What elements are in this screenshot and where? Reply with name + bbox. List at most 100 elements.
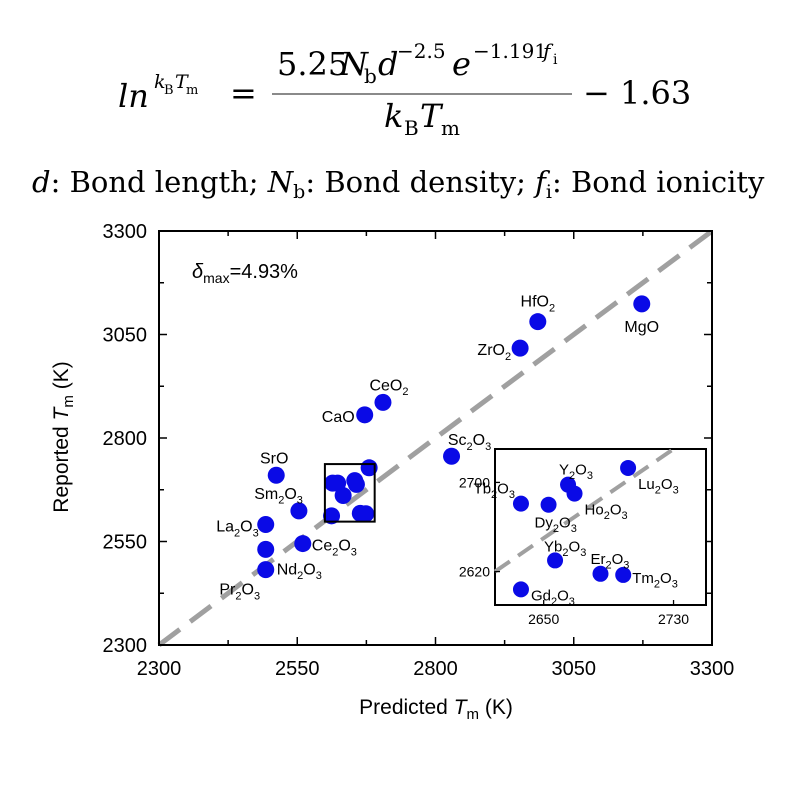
formula-den-k: k (384, 97, 403, 135)
formula-area: ln k B T m = 5.25 N b d −2.5 e −1.191 f … (32, 39, 765, 203)
formula-lhs-sup-T-sub: m (186, 83, 198, 98)
inset-x-tick-label: 2730 (658, 611, 689, 627)
point-label-ceo2: CeO2 (369, 377, 408, 398)
point-label-sm2o3: Sm2O3 (254, 486, 303, 507)
point-label-mgo: MgO (624, 319, 659, 336)
formula-num-coef: 5.25 (277, 45, 348, 83)
data-point-cao (356, 406, 374, 424)
point-label-pr2o3: Pr2O3 (219, 582, 260, 603)
data-point-sro (267, 466, 285, 484)
data-point-nd2o3 (257, 540, 275, 558)
y-axis-label: Reported Tm (K) (50, 361, 77, 512)
point-label-nd2o3: Nd2O3 (277, 561, 322, 582)
inset-point-ho2o3 (566, 485, 583, 502)
melting-point-scatter-chart: MgO HfO2 ZrO2 CeO2 CaO Sc2O3 SrO Sm2O3 La2O3 Ce2O… (50, 221, 735, 723)
point-label-hfo2: HfO2 (521, 294, 556, 315)
formula-num-e-exp: −1.191 (473, 39, 547, 63)
y-tick-label: 2300 (103, 635, 148, 657)
point-label-ce2o3: Ce2O3 (312, 538, 357, 559)
data-point-gd2o3 (323, 507, 341, 525)
point-label-sc2o3: Sc2O3 (448, 432, 491, 453)
x-axis-label-sub: m (467, 706, 480, 723)
data-point-hfo2 (529, 313, 547, 331)
data-point-ho2o3 (347, 475, 365, 493)
delta-subscript: max (203, 270, 229, 286)
y-tick-label: 2550 (103, 532, 148, 554)
inset-point-tb2o3 (512, 495, 529, 512)
data-point-sm2o3 (290, 502, 308, 520)
x-tick-label: 3300 (690, 658, 735, 680)
x-axis-label-post: (K) (479, 696, 513, 719)
def-d-text: : Bond length; (51, 165, 268, 199)
formula-num-d: d (378, 45, 398, 83)
inset-label-ho2o3: Ho2O3 (585, 502, 628, 522)
y-axis-label-sub: m (60, 395, 77, 408)
inset-label-tm2o3: Tm2O3 (632, 570, 678, 591)
inset-label-lu2o3: Lu2O3 (638, 476, 679, 497)
x-tick-label: 2550 (275, 658, 320, 680)
delta-symbol: δ (192, 261, 204, 283)
data-point-ce2o3 (294, 535, 312, 553)
x-axis-label-symbol: T (454, 696, 469, 719)
formula-lhs-sup-T: T (175, 71, 189, 93)
formula-num-N-sub: b (364, 64, 377, 88)
inset-plot: 2650 2730 2620 2700 Lu2O3 Y2O3 Ho2O3 Tb2O3 Dy2O3… (459, 447, 707, 627)
zoom-region (323, 463, 376, 523)
formula-lhs-base: ln (118, 77, 149, 115)
y-axis-label-post: (K) (50, 361, 73, 395)
formula-num-N: N (339, 45, 369, 83)
delta-max-annotation: δmax=4.93% (192, 261, 298, 286)
data-point-yb2o3 (334, 487, 352, 505)
point-label-cao: CaO (322, 409, 355, 426)
definitions-line: d: Bond length; Nb: Bond density; fi: Bo… (32, 165, 765, 203)
inset-point-dy2o3 (540, 496, 557, 513)
y-tick-label: 3050 (103, 325, 148, 347)
point-labels: MgO HfO2 ZrO2 CeO2 CaO Sc2O3 SrO Sm2O3 La2O3 Ce2O… (216, 294, 659, 603)
inset-point-lu2o3 (620, 459, 637, 476)
inset-point-yb2o3 (547, 552, 564, 569)
inset-label-gd2o3: Gd2O3 (531, 587, 575, 608)
inset-point-gd2o3 (512, 581, 529, 598)
formula-tail: − 1.63 (583, 74, 691, 112)
def-f-sub: i (546, 181, 552, 203)
formula-equals: = (230, 74, 257, 112)
y-tick-label: 2800 (103, 428, 148, 450)
def-N-sub: b (293, 181, 305, 203)
formula-den-k-sub: B (404, 116, 419, 140)
y-tick-label: 3300 (103, 221, 148, 243)
inset-reference-diagonal (493, 447, 675, 574)
point-label-la2o3: La2O3 (216, 519, 259, 540)
melting-temperature-formula: ln k B T m = 5.25 N b d −2.5 e −1.191 f … (118, 39, 691, 140)
data-point-la2o3 (257, 516, 275, 534)
variable-definitions: d: Bond length; Nb: Bond density; fi: Bo… (32, 165, 765, 203)
inset-label-er2o3: Er2O3 (591, 551, 630, 572)
data-point-mgo (633, 295, 651, 313)
inset-label-dy2o3: Dy2O3 (535, 515, 577, 536)
inset-label-yb2o3: Yb2O3 (544, 538, 586, 559)
def-N-text: : Bond density; (305, 165, 535, 199)
data-point-sc2o3 (443, 447, 461, 465)
def-d-symbol: d (32, 165, 51, 199)
inset-y-tick-label: 2620 (459, 564, 490, 580)
formula-lhs-sup-k: k (154, 71, 166, 93)
x-tick-label: 2800 (413, 658, 458, 680)
formula-lhs-sup-k-sub: B (164, 83, 174, 98)
formula-num-d-exp: −2.5 (397, 39, 446, 63)
plot-frame (158, 230, 713, 646)
formula-den-T-sub: m (441, 116, 460, 140)
inset-point-tm2o3 (615, 566, 632, 583)
inset-point-er2o3 (592, 565, 609, 582)
def-f-text: : Bond ionicity (552, 165, 765, 199)
tick-labels: 2300 2550 2800 3050 3300 2300 2550 2800 3050 3300 (103, 221, 735, 680)
formula-num-e: e (452, 45, 471, 83)
data-points (257, 295, 651, 579)
data-point-pr2o3 (257, 561, 275, 579)
point-label-sro: SrO (260, 450, 288, 467)
x-axis-label: Predicted Tm (K) (359, 696, 513, 723)
formula-den-T: T (420, 97, 444, 135)
x-tick-label: 2300 (137, 658, 182, 680)
y-axis-label-pre: Reported (50, 420, 73, 512)
inset-label-tb2o3: Tb2O3 (474, 481, 515, 502)
formula-num-e-exp-f-sub: i (553, 52, 558, 68)
inset-y-tick-label: 2700 (459, 474, 490, 490)
